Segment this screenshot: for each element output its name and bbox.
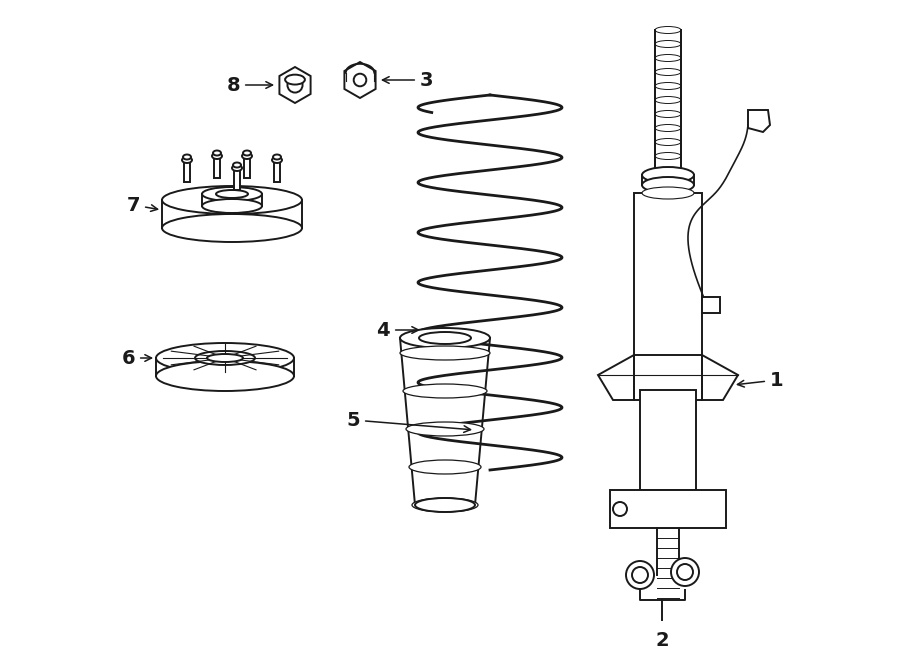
Polygon shape [598, 355, 634, 400]
Ellipse shape [406, 422, 484, 436]
Ellipse shape [207, 354, 243, 362]
Bar [640, 390, 696, 490]
Ellipse shape [655, 83, 681, 89]
Circle shape [354, 73, 366, 86]
Bar [184, 160, 190, 182]
Ellipse shape [642, 167, 694, 183]
Circle shape [613, 502, 627, 516]
Ellipse shape [162, 186, 302, 214]
Ellipse shape [655, 26, 681, 34]
Ellipse shape [212, 153, 222, 159]
Ellipse shape [162, 217, 302, 239]
Ellipse shape [213, 150, 221, 156]
Ellipse shape [655, 152, 681, 160]
Circle shape [677, 564, 693, 580]
Bar [244, 156, 250, 178]
Ellipse shape [162, 214, 302, 242]
Circle shape [287, 77, 302, 93]
Text: 7: 7 [127, 195, 158, 214]
Ellipse shape [183, 154, 191, 160]
Text: 4: 4 [376, 320, 418, 340]
Circle shape [626, 561, 654, 589]
Text: 5: 5 [346, 410, 471, 432]
Ellipse shape [400, 346, 490, 360]
Ellipse shape [655, 111, 681, 117]
Polygon shape [345, 62, 375, 98]
Ellipse shape [400, 328, 490, 348]
Ellipse shape [233, 162, 241, 167]
Ellipse shape [202, 187, 262, 201]
Ellipse shape [642, 177, 694, 193]
Ellipse shape [216, 190, 248, 198]
Ellipse shape [655, 124, 681, 132]
Bar [274, 160, 280, 182]
Polygon shape [279, 67, 310, 103]
Ellipse shape [156, 361, 294, 391]
Text: 6: 6 [122, 348, 151, 367]
Polygon shape [748, 110, 770, 132]
Circle shape [632, 567, 648, 583]
Ellipse shape [655, 68, 681, 75]
Bar [634, 193, 702, 390]
Ellipse shape [419, 332, 471, 344]
Ellipse shape [409, 460, 481, 474]
Ellipse shape [415, 498, 475, 512]
Ellipse shape [655, 40, 681, 48]
Ellipse shape [403, 384, 487, 398]
Ellipse shape [156, 343, 294, 373]
Text: 3: 3 [382, 70, 434, 89]
Bar [634, 355, 702, 400]
Ellipse shape [273, 154, 281, 160]
Ellipse shape [285, 75, 305, 85]
Ellipse shape [243, 150, 251, 156]
Bar [610, 490, 726, 528]
Ellipse shape [655, 54, 681, 62]
Text: 1: 1 [737, 371, 784, 389]
Ellipse shape [182, 157, 192, 163]
Ellipse shape [202, 199, 262, 213]
Ellipse shape [242, 153, 252, 159]
Ellipse shape [232, 165, 242, 171]
Ellipse shape [655, 97, 681, 103]
Ellipse shape [195, 351, 255, 365]
Bar [234, 168, 240, 190]
Circle shape [671, 558, 699, 586]
Ellipse shape [655, 138, 681, 146]
Ellipse shape [412, 498, 478, 512]
Polygon shape [702, 297, 720, 313]
Polygon shape [702, 355, 738, 400]
Text: 2: 2 [655, 630, 669, 649]
Text: 8: 8 [227, 75, 273, 95]
Bar [655, 30, 681, 175]
Ellipse shape [642, 187, 694, 199]
Ellipse shape [272, 157, 282, 163]
Bar [214, 156, 220, 178]
